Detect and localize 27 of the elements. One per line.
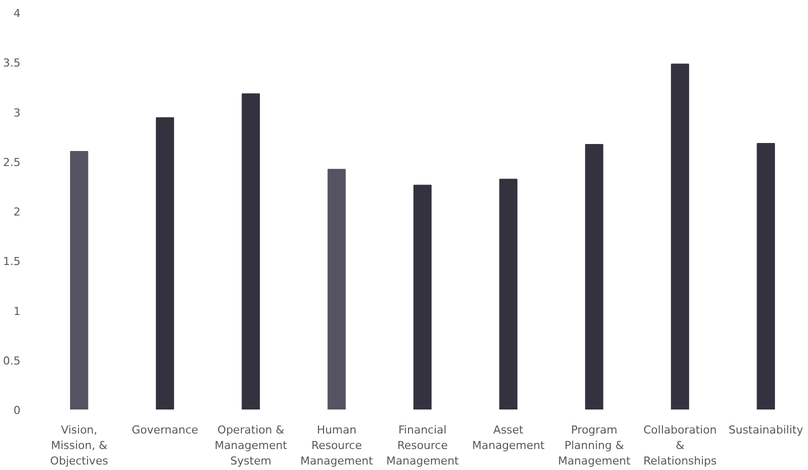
x-tick-label: Asset Management bbox=[472, 424, 546, 452]
x-tick-label: Human Resource Management bbox=[300, 424, 374, 468]
x-tick-label: Collaboration & Relationships bbox=[643, 424, 717, 468]
bar bbox=[499, 178, 518, 410]
bar bbox=[156, 117, 174, 410]
x-tick-label: Vision, Mission, & Objectives bbox=[50, 424, 108, 468]
x-tick-label: Program Planning & Management bbox=[558, 424, 632, 468]
y-tick-label: 4 bbox=[14, 7, 20, 20]
bar bbox=[328, 168, 346, 410]
y-tick-label: 1 bbox=[14, 304, 20, 318]
y-tick-label: 3.5 bbox=[3, 56, 21, 70]
bar bbox=[413, 184, 432, 410]
y-tick-label: 0 bbox=[14, 404, 20, 417]
y-tick-label: 1.5 bbox=[3, 255, 21, 268]
bar bbox=[70, 150, 88, 410]
bar bbox=[242, 93, 260, 410]
bar bbox=[585, 144, 604, 410]
bar bbox=[756, 143, 775, 410]
bar bbox=[670, 64, 690, 410]
x-tick-label: Financial Resource Management bbox=[386, 424, 460, 468]
y-tick-label: 0.5 bbox=[3, 354, 21, 368]
x-tick-label: Sustainability bbox=[728, 424, 804, 436]
y-tick-label: 3 bbox=[14, 106, 20, 120]
y-tick-label: 2 bbox=[14, 206, 20, 218]
x-tick-label: Operation & Management System bbox=[214, 424, 288, 468]
x-tick-label: Governance bbox=[132, 424, 198, 436]
y-tick-label: 2.5 bbox=[3, 156, 21, 169]
